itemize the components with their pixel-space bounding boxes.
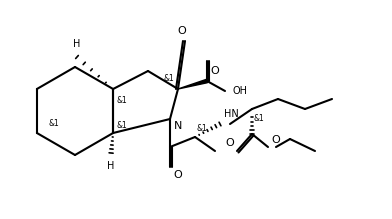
Text: HN: HN	[224, 109, 239, 119]
Text: O: O	[173, 170, 182, 180]
Text: &1: &1	[116, 96, 127, 105]
Text: O: O	[210, 66, 219, 76]
Text: &1: &1	[116, 121, 127, 130]
Text: O: O	[271, 135, 280, 145]
Polygon shape	[178, 79, 207, 89]
Text: H: H	[73, 39, 81, 49]
Text: &1: &1	[197, 124, 208, 133]
Text: &1: &1	[254, 114, 265, 123]
Text: &1: &1	[49, 119, 60, 128]
Text: O: O	[225, 138, 234, 148]
Text: H: H	[107, 161, 115, 171]
Text: OH: OH	[233, 86, 248, 96]
Text: &1: &1	[163, 74, 174, 83]
Text: O: O	[178, 26, 186, 36]
Text: N: N	[174, 121, 182, 131]
